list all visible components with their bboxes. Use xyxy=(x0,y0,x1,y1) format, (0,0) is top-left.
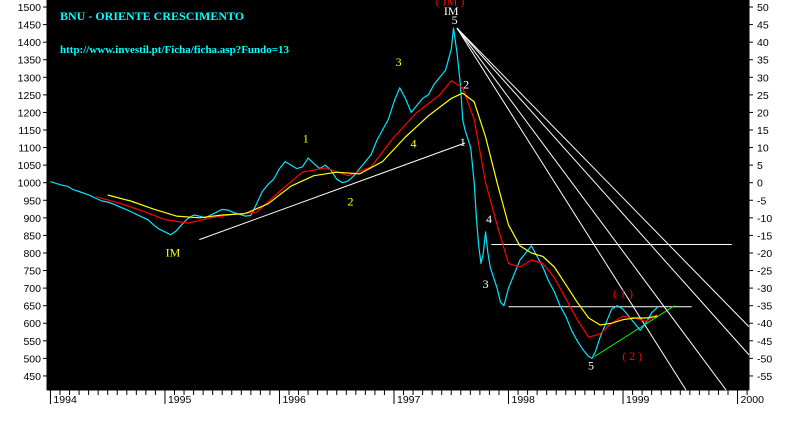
y-right-tick-label: 10 xyxy=(757,143,769,155)
y-right-tick-label: -40 xyxy=(757,318,772,330)
y-left-tick-label: 1450 xyxy=(18,20,42,32)
y-left-tick-label: 550 xyxy=(23,336,41,348)
y-left-tick-label: 1350 xyxy=(18,55,42,67)
y-left-tick-label: 600 xyxy=(23,318,41,330)
wave-label: IM xyxy=(444,4,459,18)
x-tick-label: 1996 xyxy=(282,394,306,406)
wave-label: 4 xyxy=(486,212,492,226)
y-left-tick-label: 900 xyxy=(23,213,41,225)
y-right-tick-label: -5 xyxy=(757,195,766,207)
trend-line xyxy=(456,27,750,328)
trend-line xyxy=(456,27,727,391)
y-right-tick-label: 25 xyxy=(757,90,769,102)
moving-average-line xyxy=(107,92,658,326)
x-tick-label: 2000 xyxy=(741,394,765,406)
plot-background xyxy=(0,0,796,390)
y-right-tick-label: -35 xyxy=(757,301,772,313)
y-right-tick-label: 40 xyxy=(757,37,769,49)
y-right-tick-label: 0 xyxy=(757,178,763,190)
chart-title: BNU - ORIENTE CRESCIMENTO xyxy=(60,9,244,23)
series-lines xyxy=(50,27,658,359)
y-right-tick-label: 30 xyxy=(757,72,769,84)
y-right-tick-label: -15 xyxy=(757,230,772,242)
trend-line xyxy=(456,27,750,356)
y-right-tick-label: -10 xyxy=(757,213,772,225)
y-left-tick-label: 650 xyxy=(23,301,41,313)
y-right-tick-label: -20 xyxy=(757,248,772,260)
y-left-tick-label: 1500 xyxy=(18,2,42,14)
y-left-tick-label: 1400 xyxy=(18,37,42,49)
x-tick-label: 1997 xyxy=(397,394,421,406)
y-left-tick-label: 500 xyxy=(23,353,41,365)
y-right-tick-label: 20 xyxy=(757,107,769,119)
x-tick-label: 1999 xyxy=(626,394,650,406)
y-right-tick-label: -45 xyxy=(757,336,772,348)
y-left-tick-label: 1200 xyxy=(18,107,42,119)
wave-label: 2 xyxy=(463,78,469,92)
wave-label: 3 xyxy=(483,277,489,291)
y-left-tick-label: 1250 xyxy=(18,90,42,102)
wave-label: ( 1 ) xyxy=(613,287,633,301)
x-tick-label: 1995 xyxy=(168,394,192,406)
y-axis-left: 1500 1450 1400 1350 1300 1250 1200 1150 1100 1050… xyxy=(18,2,47,383)
y-left-tick-label: 800 xyxy=(23,248,41,260)
chart-subtitle: http://www.investil.pt/Ficha/ficha.asp?F… xyxy=(60,44,290,56)
y-right-tick-label: -25 xyxy=(757,266,772,278)
y-axis-right: 50454035302520151050-5-10-15-20-25-30-35… xyxy=(749,2,772,383)
wave-label: 5 xyxy=(588,359,594,373)
y-left-tick-label: 1100 xyxy=(18,143,41,155)
price-series-line xyxy=(50,27,658,359)
y-left-tick-label: 1150 xyxy=(18,125,41,137)
y-left-tick-label: 1300 xyxy=(18,72,42,84)
trend-line xyxy=(456,27,687,391)
wave-label: 5 xyxy=(452,13,458,27)
x-axis: 1994 1995 1996 1997 1998 1999 2000 xyxy=(49,390,765,406)
y-left-tick-label: 950 xyxy=(23,195,41,207)
y-left-tick-label: 1000 xyxy=(18,178,42,190)
wave-label: 4 xyxy=(410,137,416,151)
wave-label: IM xyxy=(166,245,181,259)
y-right-tick-label: 5 xyxy=(757,160,763,172)
right-axis-panel xyxy=(749,0,796,390)
trend-lines xyxy=(199,27,750,391)
wave-label: ( IM ) xyxy=(436,0,465,8)
y-right-tick-label: 15 xyxy=(757,125,769,137)
wave-label: 3 xyxy=(396,55,402,69)
y-left-tick-label: 1050 xyxy=(18,160,42,172)
moving-average-line xyxy=(96,80,658,338)
y-left-tick-label: 700 xyxy=(23,283,41,295)
y-left-tick-label: 850 xyxy=(23,230,41,242)
wave-label: 2 xyxy=(347,195,353,209)
y-left-tick-label: 750 xyxy=(23,266,41,278)
trend-line xyxy=(199,142,466,241)
x-tick-label: 1998 xyxy=(512,394,536,406)
y-right-tick-label: -55 xyxy=(757,371,772,383)
trend-line xyxy=(594,305,675,358)
y-right-tick-label: -30 xyxy=(757,283,772,295)
wave-label: ( 2 ) xyxy=(622,349,642,363)
y-right-tick-label: 35 xyxy=(757,55,769,67)
wave-label: 1 xyxy=(303,131,309,145)
y-right-tick-label: -50 xyxy=(757,353,772,365)
left-axis-panel xyxy=(0,0,47,390)
wave-label: 1 xyxy=(460,135,466,149)
y-right-tick-label: 50 xyxy=(757,2,769,14)
x-tick-label: 1994 xyxy=(53,394,77,406)
y-right-tick-label: 45 xyxy=(757,20,769,32)
y-left-tick-label: 450 xyxy=(23,371,41,383)
